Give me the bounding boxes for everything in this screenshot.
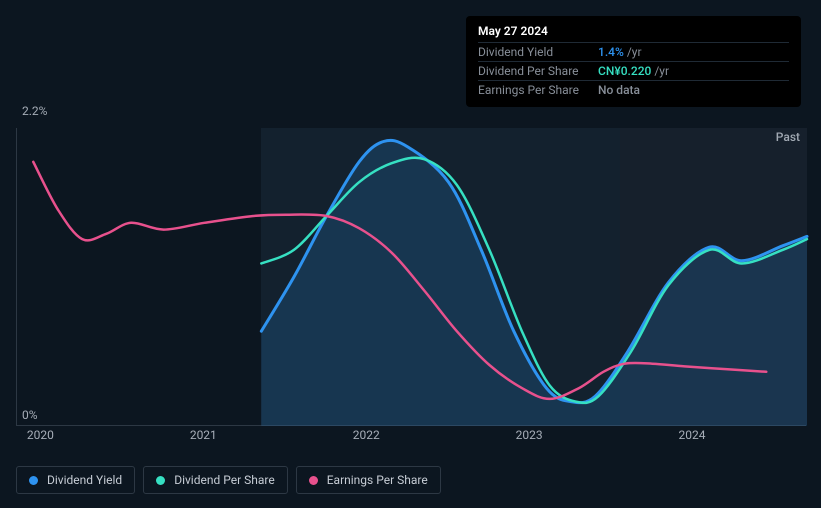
x-tick: 2022: [353, 428, 380, 442]
x-tick: 2023: [516, 428, 543, 442]
legend-item[interactable]: Dividend Yield: [16, 466, 135, 494]
x-tick: 2021: [190, 428, 217, 442]
chart-tooltip: May 27 2024 Dividend Yield1.4%/yrDividen…: [466, 16, 801, 107]
legend: Dividend Yield Dividend Per Share Earnings…: [16, 466, 441, 494]
plot-area: [16, 128, 806, 426]
tooltip-row-label: Earnings Per Share: [478, 83, 598, 97]
legend-item[interactable]: Earnings Per Share: [296, 466, 441, 494]
legend-dot-icon: [156, 476, 165, 485]
tooltip-rows: Dividend Yield1.4%/yrDividend Per ShareC…: [478, 42, 789, 99]
chart: 2.2% 0% Past 20202021202220232024: [16, 108, 806, 428]
x-tick: 2024: [678, 428, 705, 442]
legend-label: Earnings Per Share: [327, 473, 428, 487]
series-area: [261, 140, 807, 426]
legend-item[interactable]: Dividend Per Share: [143, 466, 288, 494]
tooltip-row-suffix: /yr: [627, 45, 642, 59]
x-axis-ticks: 2020 2021 2022 2023 2024: [16, 428, 806, 448]
tooltip-row-suffix: /yr: [654, 64, 669, 78]
tooltip-row: Dividend Yield1.4%/yr: [478, 42, 789, 61]
tooltip-date: May 27 2024: [478, 24, 789, 42]
tooltip-row-label: Dividend Per Share: [478, 64, 598, 78]
legend-dot-icon: [29, 476, 38, 485]
legend-label: Dividend Per Share: [174, 473, 275, 487]
legend-dot-icon: [309, 476, 318, 485]
tooltip-row-value: CN¥0.220: [598, 64, 651, 78]
tooltip-row-value: 1.4%: [598, 45, 624, 59]
x-tick: 2020: [27, 428, 54, 442]
chart-lines: [17, 128, 807, 426]
legend-label: Dividend Yield: [47, 473, 122, 487]
tooltip-row-value: No data: [598, 83, 640, 97]
tooltip-row: Earnings Per ShareNo data: [478, 80, 789, 99]
tooltip-row: Dividend Per ShareCN¥0.220/yr: [478, 61, 789, 80]
tooltip-row-label: Dividend Yield: [478, 45, 598, 59]
y-tick-max: 2.2%: [22, 104, 47, 118]
